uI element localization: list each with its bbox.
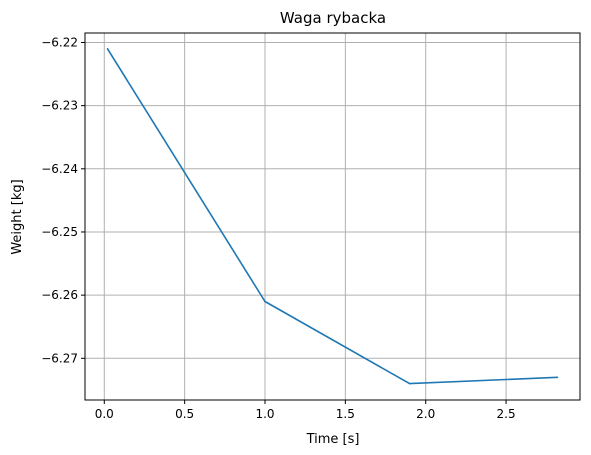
data-point — [408, 382, 411, 385]
y-tick-label: −6.26 — [41, 288, 78, 302]
y-tick-label: −6.24 — [41, 162, 78, 176]
series — [106, 47, 559, 385]
plot-frame — [84, 32, 581, 401]
series-line — [106, 48, 558, 385]
y-tick-label: −6.27 — [41, 351, 78, 365]
data-point — [106, 47, 109, 50]
data-point — [556, 376, 559, 379]
x-axis-label: Time [s] — [306, 432, 360, 447]
x-tick-label: 0.5 — [175, 407, 194, 421]
chart-title: Waga rybacka — [280, 9, 386, 27]
grid — [85, 33, 580, 400]
x-tick-label: 1.0 — [255, 407, 274, 421]
ticks: 0.0 0.5 1.0 1.5 2.0 2.5 −6.22 −6.23 −6.24 −6.25 −6… — [41, 35, 515, 421]
y-tick-label: −6.25 — [41, 225, 78, 239]
x-tick-label: 1.5 — [336, 407, 355, 421]
x-tick-label: 0.0 — [95, 407, 114, 421]
x-tick-label: 2.5 — [497, 407, 516, 421]
x-tick-label: 2.0 — [416, 407, 435, 421]
y-tick-label: −6.22 — [41, 35, 78, 49]
y-axis-label: Weight [kg] — [10, 179, 25, 254]
y-tick-label: −6.23 — [41, 99, 78, 113]
data-point — [264, 300, 266, 303]
